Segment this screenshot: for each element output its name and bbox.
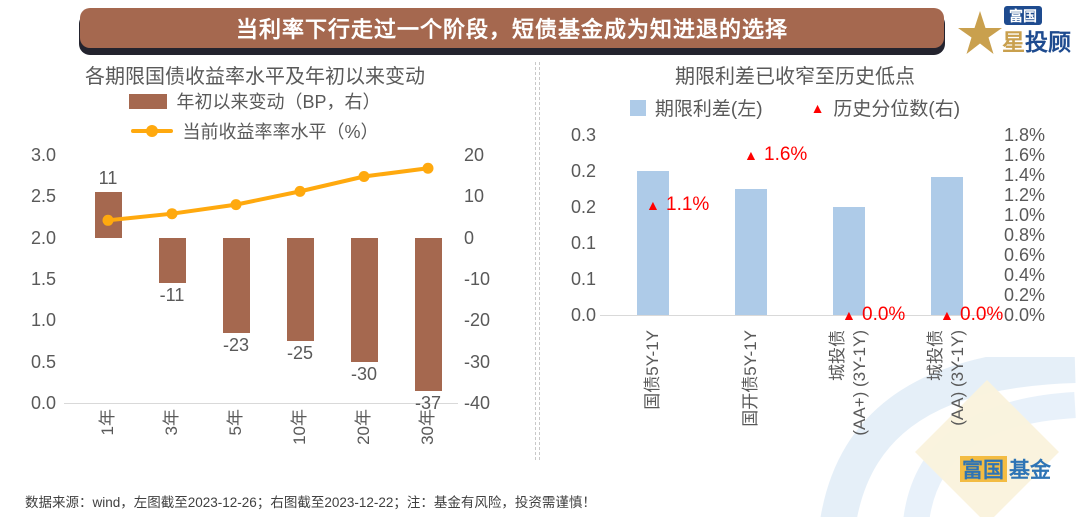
axis-baseline	[64, 403, 458, 404]
bar	[833, 207, 865, 315]
watermark-diamond	[915, 380, 1059, 517]
percentile-marker-icon: ▲	[744, 147, 758, 163]
brand-logo: 富国 星 投顾	[956, 3, 1076, 57]
bar-value-label: -30	[350, 363, 378, 384]
axis-tick-right: 0.4%	[1004, 265, 1046, 285]
legend-label-spread-bars: 期限利差(左)	[654, 99, 763, 120]
logo-brand-box-text: 富国	[1009, 8, 1037, 24]
legend-label-line-series: 当前收益率率水平（%）	[182, 122, 379, 142]
title-banner: 当利率下行走过一个阶段，短债基金成为知进退的选择	[80, 8, 944, 48]
axis-tick-left: 0.2	[570, 197, 596, 217]
axis-tick-right: 1.0%	[1004, 205, 1046, 225]
axis-tick-right: 0.0%	[1004, 305, 1046, 325]
section-divider	[535, 62, 540, 460]
bar	[414, 237, 442, 391]
axis-tick-right: -20	[464, 310, 491, 331]
axis-tick-right: 0	[464, 227, 475, 248]
axis-tick-left: 0.0	[570, 305, 596, 325]
watermark-text-highlight: 富国	[962, 458, 1004, 482]
axis-tick-right: 20	[464, 145, 485, 165]
bar	[931, 177, 963, 315]
blue-bar-swatch-icon	[629, 99, 646, 116]
axis-tick-left: 1.5	[30, 269, 56, 289]
axis-tick-right: 1.2%	[1004, 185, 1046, 205]
axis-tick-left: 0.2	[570, 161, 596, 181]
bar	[222, 237, 250, 333]
bar-value-label: -23	[222, 334, 250, 355]
legend-item-spread-bars: 期限利差(左)	[629, 94, 763, 121]
legend-item-line-series: 当前收益率率水平（%）	[131, 118, 379, 144]
axis-tick-right: 0.8%	[1004, 225, 1046, 245]
legend-item-bar-series: 年初以来变动（BP，右）	[129, 88, 381, 114]
right-chart-title: 期限利差已收窄至历史低点	[675, 66, 915, 88]
bar-value-label: -11	[159, 285, 185, 306]
percentile-label: 0.0%	[960, 304, 1004, 325]
axis-tick-left: 2.5	[30, 186, 56, 207]
watermark-swoosh-outer	[820, 357, 1076, 517]
axis-tick-right: 10	[464, 186, 485, 207]
percentile-label: 0.0%	[862, 304, 906, 325]
category-label: 国开债5Y-1Y	[741, 330, 760, 427]
source-note: 数据来源：wind，左图截至2023-12-26；右图截至2023-12-22；…	[25, 495, 596, 510]
bar-value-label: -37	[414, 392, 442, 413]
percentile-marker-icon: ▲	[842, 307, 856, 323]
axis-tick-left: 1.0	[30, 310, 56, 331]
axis-tick-left: 0.1	[570, 269, 596, 289]
fullgoal-watermark: 富国 基金	[820, 357, 1076, 517]
axis-tick-right: 1.6%	[1004, 145, 1046, 165]
left-chart-legend: 年初以来变动（BP，右） 当前收益率率水平（%）	[40, 88, 470, 144]
logo-star-char: 星	[1002, 29, 1025, 55]
category-label: 城投债 (AA) (3Y-1Y)	[926, 330, 967, 426]
category-label: 城投债 (AA+) (3Y-1Y)	[828, 330, 869, 436]
star-icon	[958, 11, 1002, 54]
axis-tick-left: 0.3	[570, 125, 596, 145]
brown-bar-swatch-icon	[129, 93, 168, 109]
watermark-gold-highlight	[960, 456, 1007, 482]
right-chart-legend: 期限利差(左) ▲ 历史分位数(右)	[560, 94, 1030, 121]
axis-tick-left: 2.0	[30, 227, 56, 248]
axis-baseline	[600, 315, 1002, 316]
watermark-text-rest: 基金	[1009, 458, 1052, 482]
axis-tick-right: -40	[464, 393, 491, 413]
percentile-label: 1.1%	[666, 194, 710, 215]
logo-brand-box	[1004, 6, 1042, 25]
axis-tick-left: 0.5	[30, 351, 56, 372]
orange-line-swatch-icon	[131, 125, 174, 137]
bar	[637, 171, 669, 315]
percentile-marker-icon: ▲	[646, 197, 660, 213]
red-triangle-swatch-icon: ▲	[810, 99, 825, 116]
bar-value-label: -25	[286, 343, 314, 363]
axis-tick-right: -10	[464, 269, 491, 289]
percentile-label: 1.6%	[764, 144, 808, 165]
axis-tick-right: -30	[464, 351, 491, 372]
axis-tick-right: 0.2%	[1004, 285, 1046, 305]
bar	[350, 237, 378, 362]
left-chart-title: 各期限国债收益率水平及年初以来变动	[85, 66, 425, 88]
bar	[158, 237, 186, 284]
legend-label-percentile: 历史分位数(右)	[833, 99, 961, 120]
axis-tick-right: 1.4%	[1004, 165, 1046, 185]
axis-tick-right: 1.8%	[1004, 125, 1046, 145]
axis-tick-left: 3.0	[30, 145, 56, 165]
legend-label-bar-series: 年初以来变动（BP，右）	[176, 92, 381, 112]
slide-title: 当利率下行走过一个阶段，短债基金成为知进退的选择	[235, 17, 788, 42]
bar	[735, 189, 767, 315]
percentile-marker-icon: ▲	[940, 307, 954, 323]
logo-rest-chars: 投顾	[1025, 29, 1071, 55]
bar	[286, 237, 314, 341]
axis-tick-left: 0.0	[30, 393, 56, 413]
legend-item-percentile: ▲ 历史分位数(右)	[811, 94, 961, 121]
axis-tick-left: 0.1	[570, 233, 596, 253]
axis-tick-right: 0.6%	[1004, 245, 1046, 265]
category-label: 国债5Y-1Y	[643, 330, 662, 410]
